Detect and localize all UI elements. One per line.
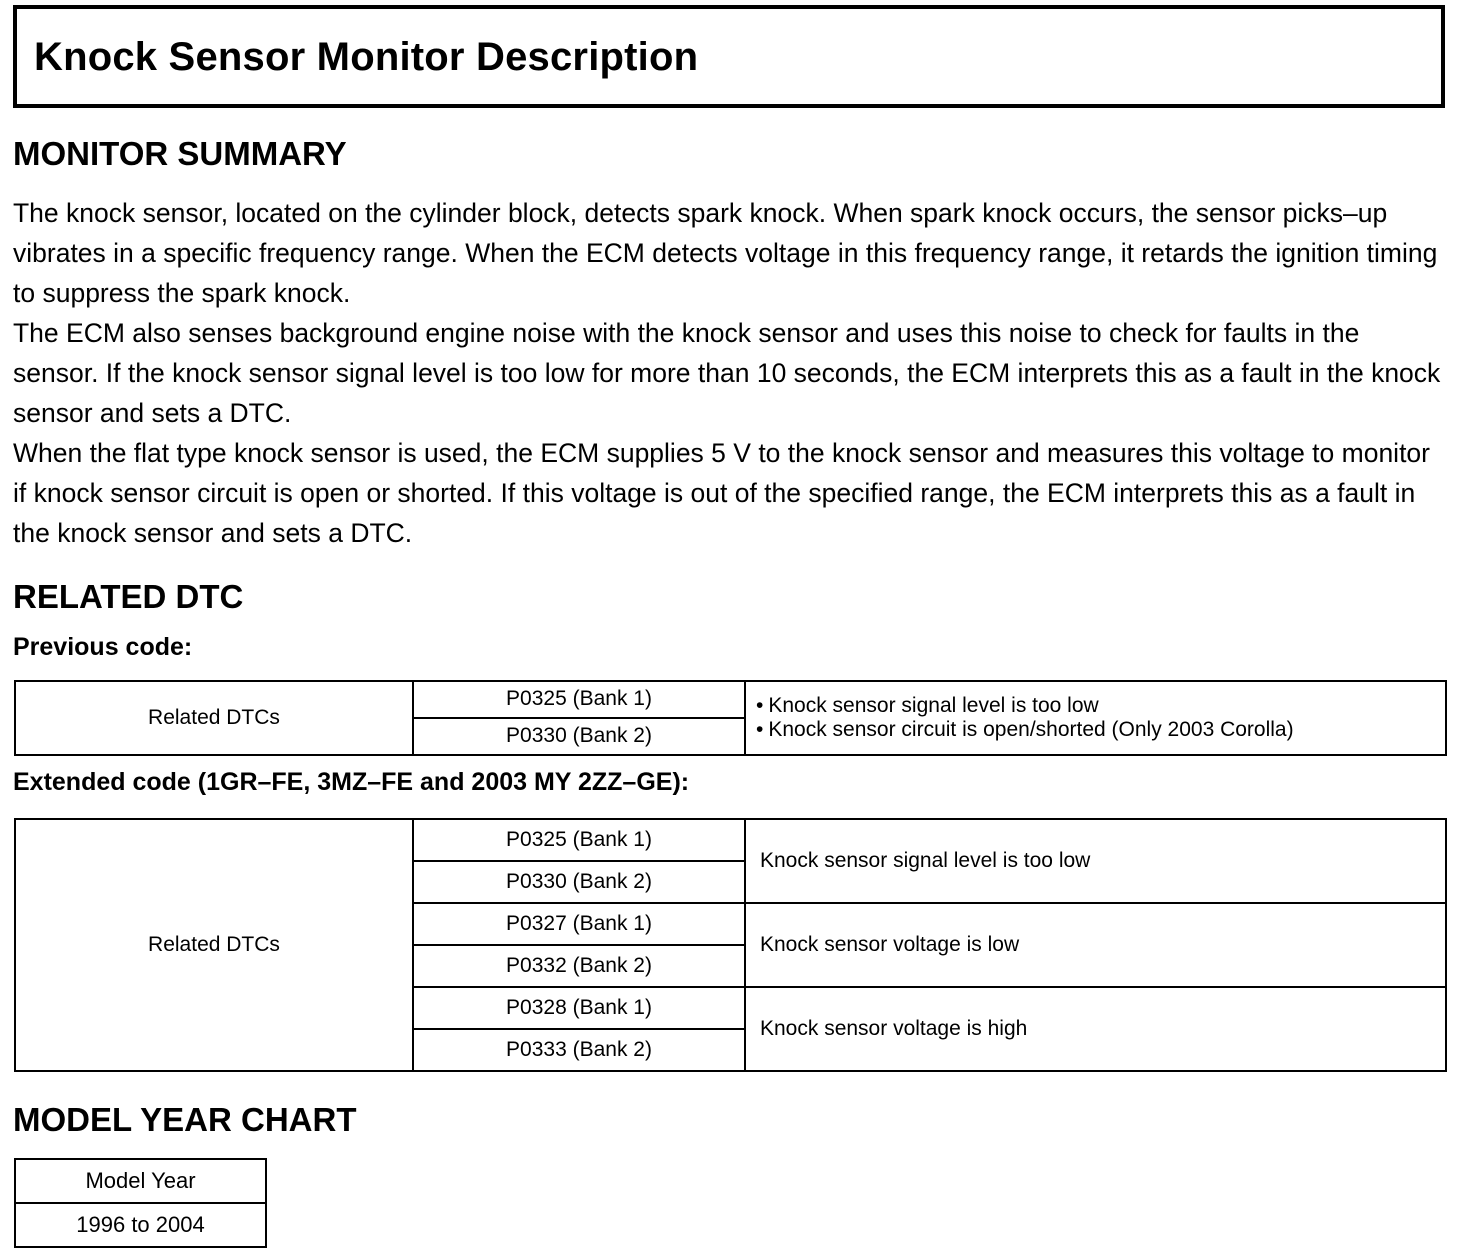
page-title: Knock Sensor Monitor Description	[34, 34, 699, 79]
table-row: P0330 (Bank 2)	[15, 860, 1446, 904]
summary-paragraph-3: When the flat type knock sensor is used,…	[13, 438, 1430, 548]
table-row: P0332 (Bank 2)	[15, 944, 1446, 988]
bullet-item: • Knock sensor signal level is too low	[756, 694, 1435, 718]
extended-code-label: Extended code (1GR–FE, 3MZ–FE and 2003 M…	[13, 768, 690, 796]
section-heading-monitor-summary: MONITOR SUMMARY	[13, 135, 347, 172]
section-heading-model-year-chart: MODEL YEAR CHART	[13, 1101, 357, 1138]
dtc-description-cell: • Knock sensor signal level is too low • K…	[744, 680, 1447, 756]
section-heading-related-dtc: RELATED DTC	[13, 578, 244, 615]
table-row: Related DTCs P0325 (Bank 1) Knock sensor…	[14, 818, 1447, 1072]
dtc-code-cell: P0325 (Bank 1)	[412, 818, 746, 862]
dtc-code-cell: P0333 (Bank 2)	[412, 1028, 746, 1072]
table-row: Model Year	[14, 1158, 267, 1204]
dtc-description-cell: Knock sensor voltage is high	[744, 986, 1447, 1072]
table-row: Related DTCs P0325 (Bank 1) • Knock senso…	[14, 680, 1447, 756]
document-title-box: Knock Sensor Monitor Description	[13, 5, 1445, 108]
model-year-column-header: Model Year	[14, 1158, 267, 1204]
table-row: P0333 (Bank 2)	[15, 1028, 1446, 1072]
dtc-code-cell: P0330 (Bank 2)	[412, 860, 746, 904]
model-year-value: 1996 to 2004	[14, 1202, 267, 1248]
related-dtcs-label: Related DTCs	[14, 680, 414, 756]
monitor-summary-body: The knock sensor, located on the cylinde…	[13, 193, 1449, 553]
extended-code-table: Related DTCs P0325 (Bank 1) Knock sensor…	[14, 818, 1447, 1072]
table-row: P0328 (Bank 1) Knock sensor voltage is h…	[15, 986, 1447, 1072]
dtc-code-cell: P0327 (Bank 1)	[412, 902, 746, 946]
table-row: 1996 to 2004	[14, 1202, 267, 1248]
dtc-description-cell: Knock sensor signal level is too low	[744, 818, 1447, 904]
previous-code-label: Previous code:	[13, 633, 193, 661]
bullet-item: • Knock sensor circuit is open/shorted (O…	[756, 718, 1435, 742]
bullet-text: Knock sensor circuit is open/shorted (On…	[768, 718, 1294, 741]
dtc-description-cell: Knock sensor voltage is low	[744, 902, 1447, 988]
table-row: P0327 (Bank 1) Knock sensor voltage is l…	[15, 902, 1447, 988]
summary-paragraph-1: The knock sensor, located on the cylinde…	[13, 198, 1438, 308]
table-row: P0330 (Bank 2)	[15, 717, 1446, 756]
dtc-code-cell: P0328 (Bank 1)	[412, 986, 746, 1030]
related-dtcs-label: Related DTCs	[14, 818, 414, 1072]
summary-paragraph-2: The ECM also senses background engine no…	[13, 318, 1441, 428]
bullet-dot-icon: •	[756, 718, 764, 741]
previous-code-table: Related DTCs P0325 (Bank 1) • Knock senso…	[14, 680, 1447, 756]
bullet-text: Knock sensor signal level is too low	[768, 693, 1099, 717]
dtc-code-cell: P0325 (Bank 1)	[412, 680, 746, 719]
dtc-code-cell: P0330 (Bank 2)	[412, 717, 746, 756]
bullet-dot-icon: •	[756, 693, 764, 717]
dtc-code-cell: P0332 (Bank 2)	[412, 944, 746, 988]
model-year-table: Model Year 1996 to 2004	[14, 1158, 267, 1248]
